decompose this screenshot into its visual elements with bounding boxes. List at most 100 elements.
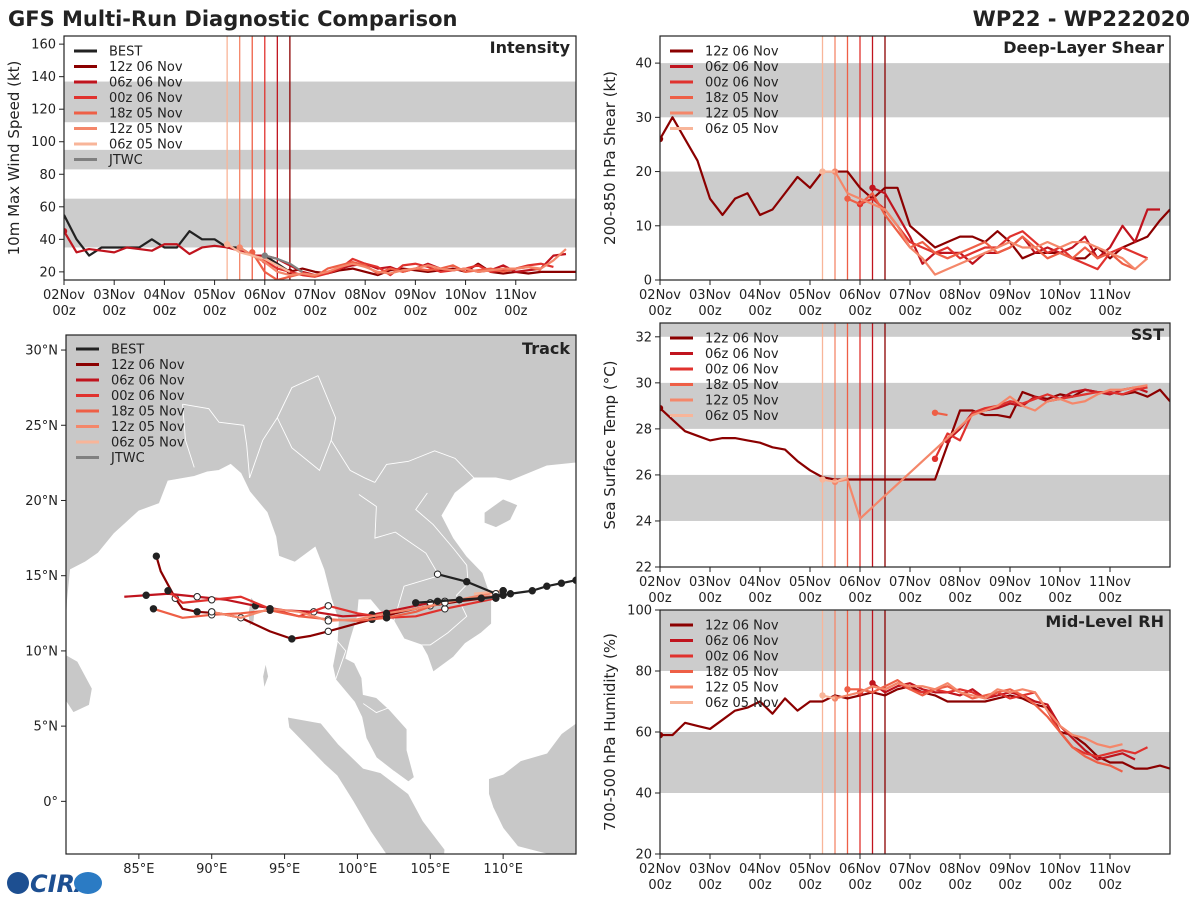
shear-xtick-hour: 00z xyxy=(648,304,672,319)
sst-ytick-label: 28 xyxy=(635,422,652,437)
track-legend-label-18z-05-nov: 18z 05 Nov xyxy=(111,405,185,420)
intensity-ytick-label: 120 xyxy=(31,103,56,118)
intensity-xtick-hour: 00z xyxy=(454,304,478,319)
storm-id: WP22 - WP222020 xyxy=(973,7,1190,31)
sst-xtick-day: 10Nov xyxy=(1039,575,1081,590)
intensity-xtick-hour: 00z xyxy=(504,304,528,319)
shear-series-12z-06-nov xyxy=(660,116,1170,260)
shear-xtick-hour: 00z xyxy=(898,304,922,319)
track-xtick-label: 95°E xyxy=(269,862,300,877)
country-border xyxy=(182,403,251,478)
rh-xtick-day: 02Nov xyxy=(639,862,681,877)
intensity-xtick-day: 02Nov xyxy=(43,288,85,303)
shear-xtick-day: 10Nov xyxy=(1039,288,1081,303)
land-java-west xyxy=(437,853,526,854)
legend-label-12z-06-nov: 12z 06 Nov xyxy=(705,332,779,347)
shear-init-point xyxy=(819,168,826,175)
legend-label-06z-05-nov: 06z 05 Nov xyxy=(705,696,779,711)
legend-label-18z-05-nov: 18z 05 Nov xyxy=(109,107,183,122)
shear-band xyxy=(660,63,1170,118)
legend-label-06z-06-nov: 06z 06 Nov xyxy=(705,60,779,75)
intensity-ytick-label: 140 xyxy=(31,70,56,85)
legend-label-06z-05-nov: 06z 05 Nov xyxy=(109,138,183,153)
country-border xyxy=(335,638,347,680)
shear-init-point xyxy=(869,184,876,192)
figure-title: GFS Multi-Run Diagnostic Comparison xyxy=(8,7,457,31)
rh-init-point xyxy=(869,680,876,687)
intensity-series-12z-05-nov xyxy=(239,246,567,277)
rh-ytick-label: 20 xyxy=(635,848,652,863)
track-point xyxy=(499,587,507,595)
intensity-ytick-label: 60 xyxy=(39,200,56,215)
track-best xyxy=(415,579,576,604)
sst-xtick-day: 03Nov xyxy=(689,575,731,590)
rh-series-12z-05-nov xyxy=(834,682,1123,749)
shear-xtick-day: 03Nov xyxy=(689,288,731,303)
sst-ytick-label: 32 xyxy=(635,330,652,345)
shear-xtick-day: 11Nov xyxy=(1089,288,1131,303)
shear-series-00z-06-nov xyxy=(859,197,1148,271)
track-point xyxy=(266,605,274,613)
land-hainan xyxy=(483,498,519,528)
track-legend-label-12z-06-nov: 12z 06 Nov xyxy=(111,358,185,373)
legend-label-12z-06-nov: 12z 06 Nov xyxy=(705,45,779,60)
intensity-xtick-day: 08Nov xyxy=(344,288,386,303)
track-ytick-label: 0° xyxy=(43,795,58,810)
intensity-xtick-day: 04Nov xyxy=(143,288,185,303)
intensity-xtick-day: 10Nov xyxy=(445,288,487,303)
track-point xyxy=(441,605,449,613)
legend-label-12z-05-nov: 12z 05 Nov xyxy=(705,681,779,696)
track-point xyxy=(193,608,201,616)
intensity-ytick-label: 100 xyxy=(31,135,56,150)
intensity-title: Intensity xyxy=(490,38,571,57)
track-point xyxy=(477,594,485,602)
track-point xyxy=(412,599,420,607)
track-point xyxy=(208,608,216,616)
sst-title: SST xyxy=(1131,325,1164,344)
intensity-xtick-day: 03Nov xyxy=(93,288,135,303)
shear-series-12z-05-nov xyxy=(834,171,1149,276)
shear-ytick-label: 10 xyxy=(635,219,652,234)
track-point xyxy=(149,605,158,613)
sst-frame xyxy=(659,322,1171,568)
legend-label-18z-05-nov: 18z 05 Nov xyxy=(705,665,779,680)
rh-xtick-day: 08Nov xyxy=(939,862,981,877)
track-point xyxy=(142,591,150,599)
sst-ytick-label: 30 xyxy=(635,376,652,391)
country-border xyxy=(363,703,389,714)
track-xtick-label: 105°E xyxy=(411,862,451,877)
legend-label-06z-06-nov: 06z 06 Nov xyxy=(705,634,779,649)
sst-panel: 22242628303202Nov00z03Nov00z04Nov00z05No… xyxy=(601,322,1171,606)
rh-xtick-day: 10Nov xyxy=(1039,862,1081,877)
sst-xtick-day: 02Nov xyxy=(639,575,681,590)
track-ytick-label: 20°N xyxy=(25,494,58,509)
rh-xtick-hour: 00z xyxy=(1098,878,1122,893)
track-legend-label-00z-06-nov: 00z 06 Nov xyxy=(111,389,185,404)
intensity-ytick-label: 80 xyxy=(39,168,56,183)
rh-xtick-hour: 00z xyxy=(848,878,872,893)
sst-xtick-hour: 00z xyxy=(648,591,672,606)
rh-xtick-day: 03Nov xyxy=(689,862,731,877)
land-nicobar xyxy=(262,662,269,689)
legend-label-06z-05-nov: 06z 05 Nov xyxy=(705,409,779,424)
intensity-ytick-label: 20 xyxy=(39,265,56,280)
legend-label-18z-05-nov: 18z 05 Nov xyxy=(705,91,779,106)
intensity-xtick-hour: 00z xyxy=(253,304,277,319)
sst-xtick-hour: 00z xyxy=(1098,591,1122,606)
rh-band xyxy=(660,732,1170,793)
shear-xtick-hour: 00z xyxy=(1098,304,1122,319)
track-point xyxy=(152,552,161,560)
legend-label-06z-06-nov: 06z 06 Nov xyxy=(705,347,779,362)
intensity-frame xyxy=(63,35,577,281)
shear-xtick-hour: 00z xyxy=(1048,304,1072,319)
rh-ytick-label: 60 xyxy=(635,726,652,741)
track-legend-label-jtwc: JTWC xyxy=(110,451,145,466)
shear-xtick-day: 05Nov xyxy=(789,288,831,303)
shear-ytick-label: 0 xyxy=(644,274,652,289)
rh-band xyxy=(660,610,1170,671)
rh-ytick-label: 100 xyxy=(627,604,652,619)
intensity-xtick-day: 05Nov xyxy=(194,288,236,303)
shear-xtick-day: 04Nov xyxy=(739,288,781,303)
land-mainland-asia xyxy=(66,335,576,783)
intensity-xtick-hour: 00z xyxy=(353,304,377,319)
